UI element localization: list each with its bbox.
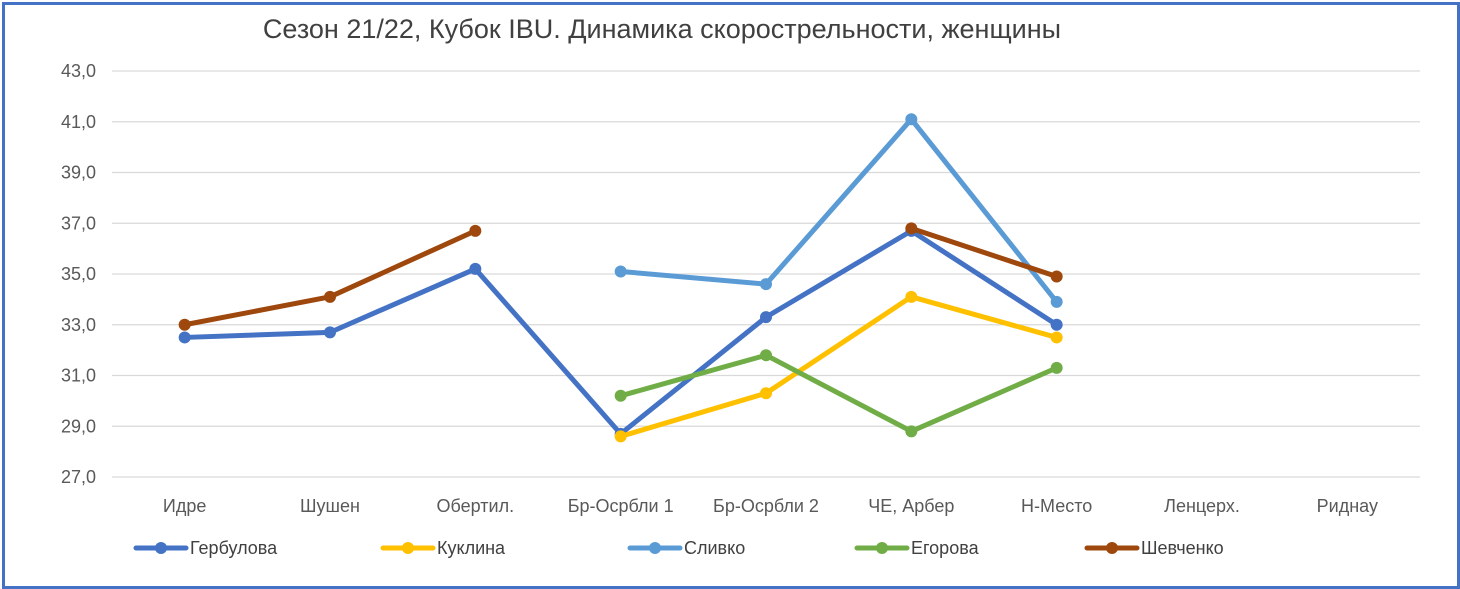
legend-label: Егорова — [911, 538, 980, 558]
series-Гербулова — [178, 224, 1063, 440]
series-line — [618, 352, 1060, 434]
series-Егорова — [614, 349, 1063, 438]
y-tick-label: 31,0 — [61, 366, 96, 386]
data-point — [760, 387, 772, 400]
data-point — [614, 389, 627, 402]
x-tick-label: Бр-Осрбли 1 — [568, 496, 674, 516]
y-tick-label: 33,0 — [61, 315, 96, 335]
legend-label: Шевченко — [1141, 538, 1224, 558]
legend: Гербулова Куклина Сливко Егорова Шевченко — [133, 538, 1224, 558]
legend-label: Гербулова — [190, 538, 278, 558]
data-point — [905, 290, 918, 303]
data-point — [469, 262, 482, 275]
legend-item: Гербулова — [133, 538, 278, 558]
series-lines — [178, 113, 1063, 443]
y-tick-label: 27,0 — [61, 467, 96, 487]
series-line — [182, 228, 1060, 437]
data-point — [1050, 331, 1063, 344]
data-point — [469, 224, 482, 237]
series-Сливко — [614, 113, 1063, 308]
y-tick-label: 41,0 — [61, 112, 96, 132]
y-tick-label: 35,0 — [61, 264, 96, 284]
x-axis-ticks: Идре Шушен Обертил. Бр-Осрбли 1 Бр-Осрбли 2 Ч… — [163, 496, 1378, 516]
chart-title: Сезон 21/22, Кубок IBU. Динамика скорост… — [263, 14, 1061, 44]
x-tick-label: Бр-Осрбли 2 — [713, 496, 819, 516]
data-point — [178, 318, 191, 331]
data-point — [324, 290, 336, 303]
y-tick-label: 43,0 — [61, 61, 96, 81]
legend-item: Куклина — [380, 538, 506, 558]
legend-swatch-marker — [155, 542, 167, 554]
grid-lines — [112, 70, 1420, 478]
x-tick-label: Обертил. — [437, 496, 515, 516]
x-tick-label: Ленцерх. — [1164, 496, 1240, 516]
data-point — [905, 425, 918, 438]
data-point — [760, 311, 772, 324]
series-Куклина — [614, 290, 1063, 443]
legend-swatch-marker — [649, 542, 661, 554]
x-tick-label: ЧЕ, Арбер — [868, 496, 954, 516]
series-line — [618, 116, 1060, 305]
series-line — [908, 225, 1060, 280]
data-point — [760, 278, 772, 291]
legend-label: Куклина — [437, 538, 506, 558]
series-line — [182, 228, 478, 328]
y-tick-label: 29,0 — [61, 416, 96, 436]
series-Шевченко — [178, 222, 1063, 331]
data-point — [1050, 361, 1063, 374]
y-axis-ticks: 27,0 29,0 31,0 33,0 35,0 37,0 39,0 41,0 43,0 — [61, 61, 96, 487]
data-point — [1050, 270, 1063, 283]
legend-swatch-marker — [1106, 542, 1118, 554]
data-point — [1050, 318, 1063, 331]
data-point — [614, 430, 627, 443]
y-tick-label: 37,0 — [61, 213, 96, 233]
data-point — [324, 326, 336, 339]
data-point — [905, 113, 918, 126]
data-point — [905, 222, 918, 235]
legend-swatch-marker — [402, 542, 414, 554]
legend-item: Егорова — [854, 538, 980, 558]
data-point — [178, 331, 191, 344]
y-tick-label: 39,0 — [61, 163, 96, 183]
legend-item: Сливко — [627, 538, 745, 558]
data-point — [760, 349, 772, 362]
data-point — [614, 265, 627, 278]
x-tick-label: Риднау — [1317, 496, 1378, 516]
x-tick-label: Идре — [163, 496, 206, 516]
x-tick-label: Шушен — [300, 496, 360, 516]
x-tick-label: Н-Место — [1021, 496, 1092, 516]
data-point — [1050, 295, 1063, 308]
series-line — [618, 294, 1060, 439]
legend-item: Шевченко — [1084, 538, 1224, 558]
legend-swatch-marker — [876, 542, 888, 554]
legend-label: Сливко — [684, 538, 745, 558]
